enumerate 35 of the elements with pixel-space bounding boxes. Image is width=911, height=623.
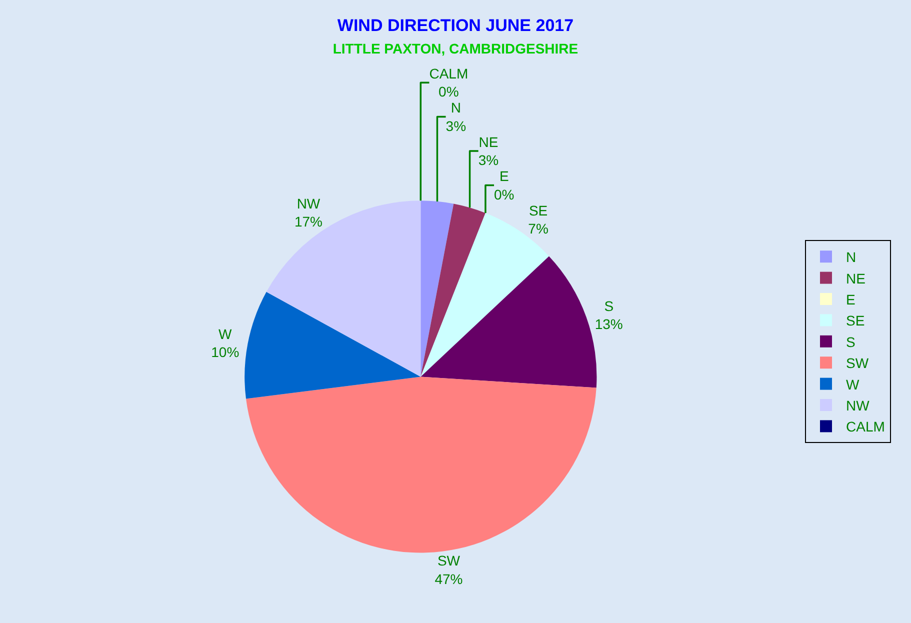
pie-slice xyxy=(246,376,596,553)
slice-label: NW xyxy=(296,195,321,212)
text: 0% xyxy=(494,186,514,202)
legend-label: N xyxy=(846,249,856,266)
pie-slice xyxy=(244,292,421,399)
legend-label: SE xyxy=(846,312,865,329)
pie-slice xyxy=(420,256,596,388)
legend-label: SW xyxy=(846,355,870,372)
legend-label: NE xyxy=(846,270,866,286)
data-label: 3% xyxy=(446,118,466,134)
data-label: 10% xyxy=(211,344,240,360)
slice-label: S xyxy=(604,298,614,314)
slice-label: SE xyxy=(528,202,548,218)
chart-subtitle: LITTLE PAXTON, CAMBRIDGESHIRE xyxy=(332,40,578,56)
legend-label: W xyxy=(846,376,860,392)
data-label: 17% xyxy=(294,214,322,230)
slice-label: W xyxy=(218,326,233,342)
data-label: 47% xyxy=(434,570,463,587)
slice-label: N xyxy=(450,100,461,116)
data-label: 3% xyxy=(478,152,499,168)
legend-label: NW xyxy=(846,397,870,414)
legend-label: E xyxy=(846,291,856,308)
slice-label: NE xyxy=(478,134,498,150)
chart-title: WIND DIRECTION JUNE 2017 xyxy=(337,16,574,36)
slice-label: SW xyxy=(437,552,461,569)
pie-slice xyxy=(420,204,486,377)
category-label: E xyxy=(499,168,509,184)
data-label: 7% xyxy=(528,220,548,237)
pie-slice xyxy=(420,200,454,377)
category-label: CALM xyxy=(429,66,468,82)
legend-label: CALM xyxy=(846,418,885,435)
pie-slice xyxy=(266,200,421,377)
data-label: 13% xyxy=(594,316,623,332)
text: 0% xyxy=(438,84,459,100)
legend-label: S xyxy=(846,334,856,350)
